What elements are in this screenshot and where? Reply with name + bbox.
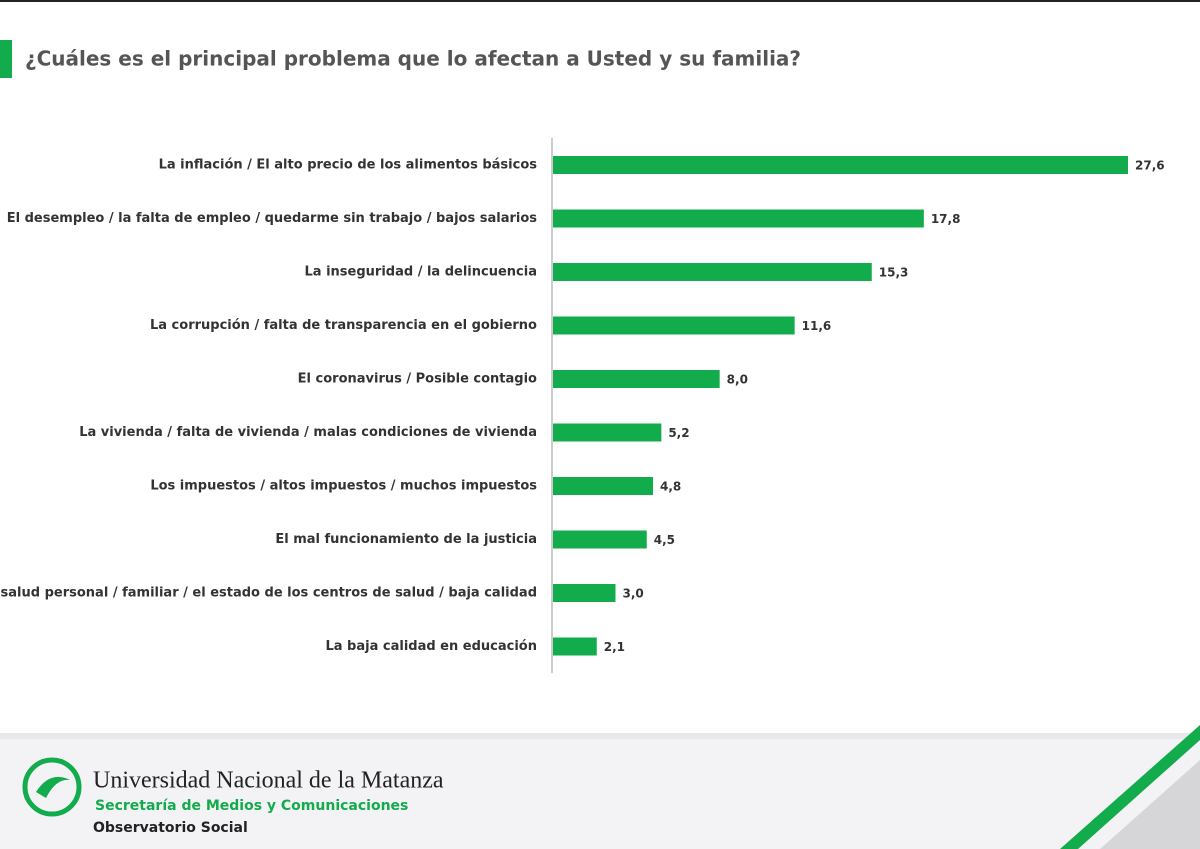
bar: [553, 530, 647, 549]
chart-title: ¿Cuáles es el principal problema que lo …: [25, 47, 801, 71]
value-label: 5,2: [668, 426, 689, 440]
value-label: 8,0: [727, 373, 748, 387]
category-label: El desempleo / la falta de empleo / qued…: [7, 211, 538, 226]
title-marker: [0, 40, 12, 78]
value-label: 4,8: [660, 480, 681, 494]
logo: [36, 776, 70, 798]
bar: [553, 637, 597, 656]
category-label: El mal funcionamiento de la justicia: [275, 532, 537, 547]
bar: [553, 423, 662, 442]
footer: Universidad Nacional de la Matanza Secre…: [0, 725, 1200, 849]
observatory: Observatorio Social: [93, 820, 248, 836]
bar: [553, 209, 924, 228]
value-label: 17,8: [931, 212, 961, 226]
logo: [22, 757, 82, 817]
category-label: La inseguridad / la delincuencia: [305, 265, 537, 280]
value-label: 4,5: [654, 533, 675, 547]
bar: [553, 477, 653, 495]
value-label: 15,3: [879, 266, 909, 280]
footer-strip: [0, 733, 1200, 739]
footer-stripe: [1060, 725, 1200, 849]
secretariat: Secretaría de Medios y Comunicaciones: [95, 798, 408, 814]
category-label: La inflación / El alto precio de los ali…: [159, 158, 538, 173]
category-label: La corrupción / falta de transparencia e…: [150, 318, 537, 333]
bar: [553, 370, 720, 388]
value-label: 27,6: [1135, 159, 1165, 173]
value-label: 11,6: [802, 319, 832, 333]
bar: [553, 316, 795, 335]
value-label: 3,0: [623, 587, 644, 601]
category-label: El coronavirus / Posible contagio: [298, 372, 537, 387]
category-label: La salud personal / familiar / el estado…: [0, 586, 537, 601]
value-label: 2,1: [604, 640, 625, 654]
bar: [553, 263, 872, 281]
bar: [553, 584, 616, 602]
footer-band: [0, 733, 1200, 849]
bar: [553, 156, 1128, 174]
university: Universidad Nacional de la Matanza: [93, 768, 444, 794]
category-label: Los impuestos / altos impuestos / muchos…: [150, 479, 537, 494]
top-border: [0, 0, 1200, 2]
category-label: La vivienda / falta de vivienda / malas …: [79, 425, 537, 440]
footer-stripe: [1100, 760, 1200, 849]
category-label: La baja calidad en educación: [325, 639, 537, 654]
